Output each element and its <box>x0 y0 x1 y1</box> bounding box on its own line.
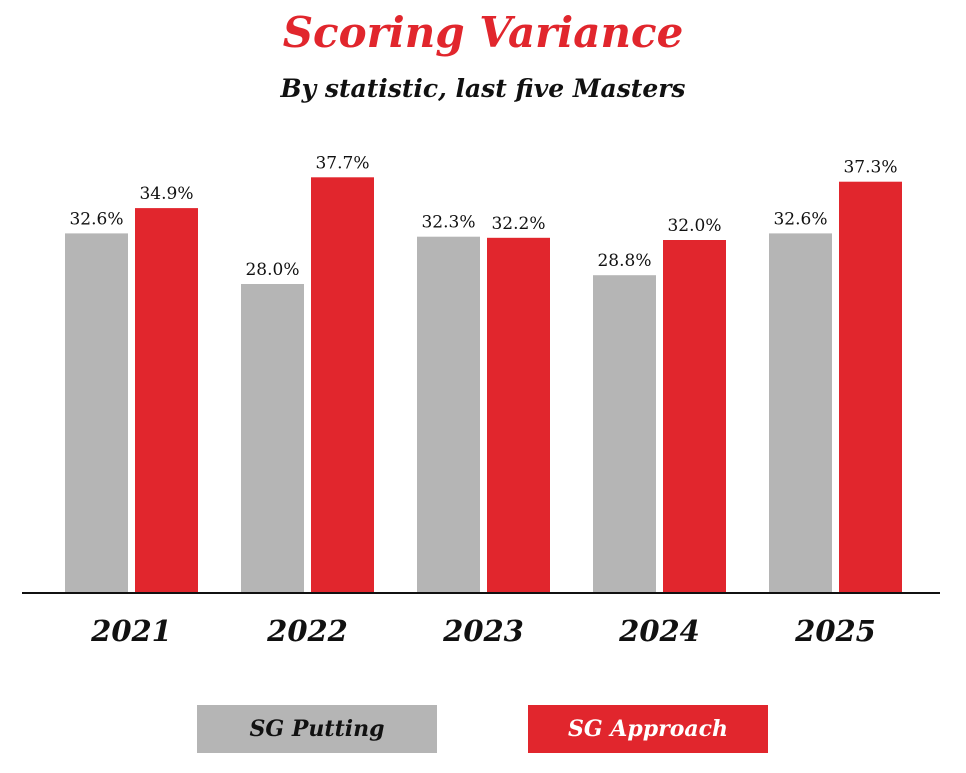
data-label-sg-approach-2022: 37.7% <box>315 153 369 173</box>
bar-sg-approach-2023 <box>487 237 550 593</box>
data-label-sg-putting-2024: 28.8% <box>597 251 651 271</box>
x-tick-label-2022: 2022 <box>266 614 348 648</box>
bars-group: 32.6% 34.9% 28.0% 37.7% 32.3% 32.2% 28.8% 32.0%… <box>65 153 902 593</box>
x-tick-label-2025: 2025 <box>794 614 876 648</box>
data-label-sg-approach-2023: 32.2% <box>491 214 545 234</box>
bar-sg-putting-2021 <box>65 233 128 592</box>
data-label-sg-putting-2021: 32.6% <box>69 209 123 229</box>
bar-sg-putting-2023 <box>417 236 480 592</box>
chart-subtitle: By statistic, last five Masters <box>280 74 686 103</box>
data-label-sg-putting-2025: 32.6% <box>773 209 827 229</box>
legend-sg-approach: SG Approach <box>528 705 768 753</box>
x-tick-label-2021: 2021 <box>90 614 172 648</box>
bar-sg-putting-2024 <box>593 275 656 592</box>
data-label-sg-approach-2025: 37.3% <box>843 158 897 178</box>
bar-sg-putting-2025 <box>769 233 832 592</box>
data-label-sg-approach-2024: 32.0% <box>667 216 721 236</box>
legend-sg-putting: SG Putting <box>197 705 437 753</box>
x-tick-labels: 2021 2022 2023 2024 2025 <box>90 614 876 648</box>
chart-title: Scoring Variance <box>282 8 684 57</box>
bar-sg-approach-2024 <box>663 240 726 592</box>
data-label-sg-putting-2022: 28.0% <box>245 260 299 280</box>
bar-sg-approach-2022 <box>311 177 374 593</box>
bar-sg-approach-2025 <box>839 181 902 592</box>
data-label-sg-putting-2023: 32.3% <box>421 213 475 233</box>
x-tick-label-2023: 2023 <box>442 614 524 648</box>
data-label-sg-approach-2021: 34.9% <box>139 184 193 204</box>
bar-sg-approach-2021 <box>135 208 198 592</box>
bar-sg-putting-2022 <box>241 284 304 592</box>
x-tick-label-2024: 2024 <box>618 614 700 648</box>
